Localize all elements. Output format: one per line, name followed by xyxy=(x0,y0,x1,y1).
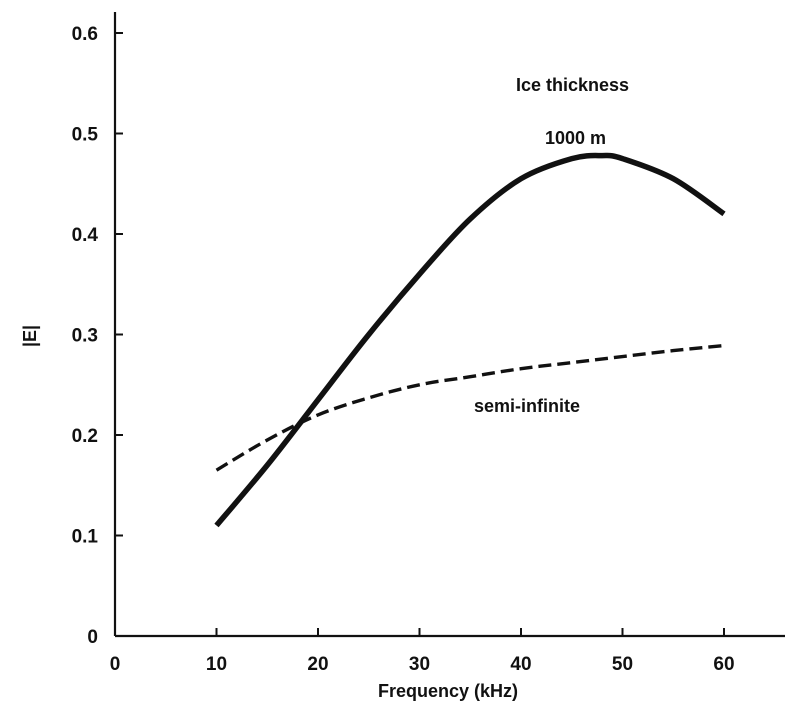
y-tick-label: 0.3 xyxy=(72,326,98,347)
annotation-ice-thickness: Ice thickness xyxy=(516,75,629,95)
x-axis-title: Frequency (kHz) xyxy=(378,681,518,701)
series-line-1000m xyxy=(214,152,726,528)
y-tick-label: 0 xyxy=(87,627,98,648)
x-tick-label: 10 xyxy=(206,654,227,675)
y-tick-label: 0.5 xyxy=(72,125,99,146)
y-tick-label: 0.6 xyxy=(72,24,98,45)
x-tick-label: 60 xyxy=(713,654,734,675)
series-line-semi-infinite xyxy=(215,343,725,472)
x-tick-label: 0 xyxy=(110,654,121,675)
annotation-1000m: 1000 m xyxy=(545,128,606,148)
y-axis-title: |E| xyxy=(20,325,40,347)
x-tick-label: 30 xyxy=(409,654,430,675)
x-tick-label: 40 xyxy=(510,654,531,675)
axes: 0 10 20 30 40 50 60 0 0.1 0.2 0.3 0.4 0.5 0.6 xyxy=(72,12,785,675)
y-tick-label: 0.2 xyxy=(72,426,98,447)
x-tick-label: 20 xyxy=(307,654,328,675)
labels: Frequency (kHz) |E| Ice thickness 1000 m… xyxy=(20,75,629,701)
annotation-semi-infinite: semi-infinite xyxy=(474,396,580,416)
series-group xyxy=(214,152,726,528)
y-tick-label: 0.4 xyxy=(72,225,99,246)
x-tick-label: 50 xyxy=(612,654,633,675)
y-tick-label: 0.1 xyxy=(72,527,99,548)
